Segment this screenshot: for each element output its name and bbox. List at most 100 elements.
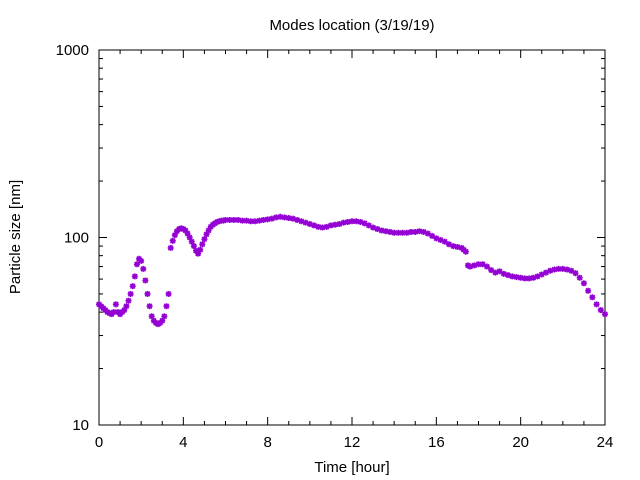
data-point	[361, 220, 368, 227]
data-point	[203, 231, 210, 238]
data-point	[403, 229, 410, 236]
y-tick-label: 10	[72, 417, 89, 434]
data-point	[277, 213, 284, 220]
data-point	[572, 270, 579, 277]
data-point	[226, 216, 233, 223]
data-point	[273, 214, 280, 221]
data-point	[192, 247, 199, 254]
data-point	[370, 224, 377, 231]
data-point	[260, 216, 267, 223]
data-point	[163, 303, 170, 310]
data-point	[140, 265, 147, 272]
data-point	[475, 261, 482, 268]
x-tick-label: 24	[597, 434, 614, 451]
data-point	[222, 216, 229, 223]
data-point	[513, 274, 520, 281]
data-point	[542, 269, 549, 276]
data-point	[302, 219, 309, 226]
data-point	[492, 269, 499, 276]
data-point	[197, 246, 204, 253]
data-point	[551, 266, 558, 273]
data-point	[382, 228, 389, 235]
data-point	[159, 317, 166, 324]
data-point	[441, 238, 448, 245]
data-point	[161, 313, 168, 320]
y-tick-labels: 10 100 1000	[56, 42, 89, 434]
data-point	[526, 275, 533, 282]
data-point	[450, 243, 457, 250]
data-point	[123, 303, 130, 310]
data-point	[555, 265, 562, 272]
data-point	[190, 243, 197, 250]
data-point	[509, 273, 516, 280]
data-point	[165, 290, 172, 297]
data-point	[294, 216, 301, 223]
data-point	[199, 241, 206, 248]
data-point	[264, 216, 271, 223]
data-point	[289, 215, 296, 222]
data-point	[408, 228, 415, 235]
data-point	[564, 266, 571, 273]
data-point	[420, 228, 427, 235]
data-point	[530, 274, 537, 281]
data-point	[357, 218, 364, 225]
data-point	[374, 226, 381, 233]
data-point	[597, 307, 604, 314]
data-point	[138, 257, 145, 264]
data-point	[424, 230, 431, 237]
data-point	[349, 218, 355, 225]
data-point	[112, 301, 119, 308]
data-point	[182, 227, 189, 234]
data-point	[319, 224, 326, 231]
data-point	[445, 241, 452, 248]
data-points	[96, 213, 608, 328]
chart-title: Modes location (3/19/19)	[269, 17, 434, 34]
data-point	[500, 270, 507, 277]
y-axis-label: Particle size [nm]	[7, 180, 24, 294]
data-point	[230, 216, 237, 223]
data-point	[576, 274, 583, 281]
data-point	[131, 273, 138, 280]
data-point	[311, 222, 318, 229]
data-point	[235, 216, 242, 223]
data-point	[327, 222, 334, 229]
data-point	[496, 268, 503, 275]
data-point	[323, 223, 330, 230]
data-point	[186, 234, 193, 241]
data-point	[144, 290, 151, 297]
data-point	[437, 236, 444, 243]
data-point	[412, 228, 419, 235]
data-point	[534, 273, 541, 280]
data-point	[285, 215, 292, 222]
x-tick-labels: 0 4 8 12 16 20 24	[95, 434, 614, 451]
data-point	[399, 229, 406, 236]
data-point	[110, 309, 117, 316]
data-point	[184, 230, 191, 237]
data-point	[538, 271, 545, 278]
data-point	[133, 261, 140, 268]
data-point	[340, 219, 347, 226]
data-point	[195, 250, 202, 257]
data-point	[336, 221, 343, 228]
data-point	[589, 294, 596, 301]
y-tick-label: 1000	[56, 42, 89, 59]
data-point	[395, 229, 402, 236]
data-point	[467, 263, 474, 270]
data-point	[146, 303, 153, 310]
data-point	[365, 222, 372, 229]
x-axis-label: Time [hour]	[314, 459, 389, 476]
data-point	[488, 267, 495, 274]
data-point	[433, 235, 440, 242]
data-point	[298, 218, 305, 225]
data-point	[121, 307, 128, 314]
data-point	[454, 243, 461, 250]
data-point	[386, 228, 393, 235]
data-point	[479, 261, 486, 268]
data-point	[471, 262, 478, 269]
data-point	[429, 232, 436, 239]
data-point	[205, 227, 212, 234]
data-point	[483, 263, 490, 270]
data-point	[306, 221, 313, 228]
data-point	[593, 301, 600, 308]
data-point	[268, 215, 275, 222]
